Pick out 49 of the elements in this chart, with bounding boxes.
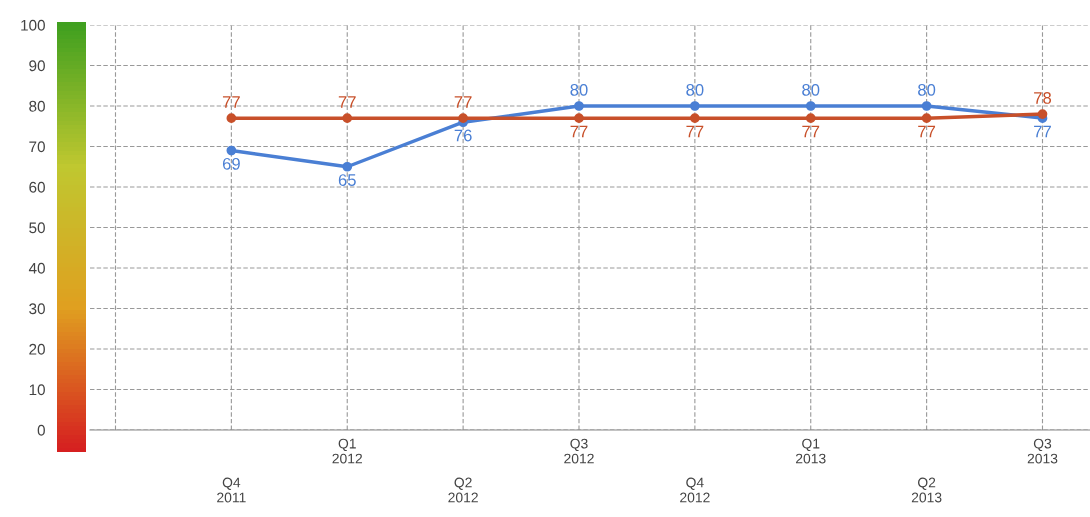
x-tick-label: Q3 2012: [564, 438, 594, 464]
point: [342, 113, 353, 124]
point: [226, 145, 237, 156]
data-label: 77: [918, 125, 936, 138]
y-tick-label: 40: [28, 262, 45, 274]
data-label: 77: [686, 125, 704, 138]
data-label: 77: [570, 125, 588, 138]
data-label: 69: [222, 157, 240, 170]
data-label: 77: [802, 125, 820, 138]
point: [574, 101, 584, 111]
y-tick-label: 0: [37, 424, 45, 436]
data-label: 78: [1034, 92, 1052, 104]
y-tick-label: 70: [29, 141, 45, 153]
data-label: 65: [338, 174, 356, 186]
point: [921, 101, 932, 111]
point: [342, 161, 353, 172]
data-label: 80: [802, 83, 820, 96]
y-tick-label: 10: [29, 384, 45, 396]
x-tick-label: Q4 2012: [680, 477, 710, 503]
y-tick-label: 20: [29, 343, 45, 355]
y-tick-label: 50: [29, 222, 45, 234]
point: [226, 113, 237, 124]
y-tick-label: 60: [29, 181, 45, 193]
y-tick-label: 30: [29, 303, 45, 315]
point: [805, 101, 816, 111]
data-label: 77: [1034, 125, 1051, 138]
y-tick-label: 100: [21, 19, 45, 31]
x-tick-label: Q4 2011: [217, 477, 246, 503]
x-tick-label: Q2 2012: [448, 477, 478, 503]
x-tick-label: Q3 2013: [1027, 438, 1058, 464]
point: [458, 113, 468, 124]
point: [1037, 109, 1048, 119]
point: [690, 113, 700, 124]
data-label: 76: [454, 129, 472, 142]
data-label: 77: [222, 96, 240, 108]
point: [574, 113, 584, 124]
data-label: 77: [454, 96, 472, 108]
y-tick-label: 80: [29, 100, 45, 112]
x-tick-label: Q2 2013: [911, 477, 942, 503]
data-label: 77: [338, 96, 356, 108]
x-tick-label: Q1 2012: [332, 438, 362, 464]
y-tick-label: 90: [29, 60, 45, 72]
x-tick-label: Q1 2013: [795, 438, 826, 464]
data-label: 80: [918, 83, 936, 96]
data-label: 80: [570, 83, 588, 96]
data-label: 80: [686, 83, 704, 96]
point: [805, 113, 816, 124]
point: [921, 113, 932, 124]
point: [690, 101, 700, 111]
